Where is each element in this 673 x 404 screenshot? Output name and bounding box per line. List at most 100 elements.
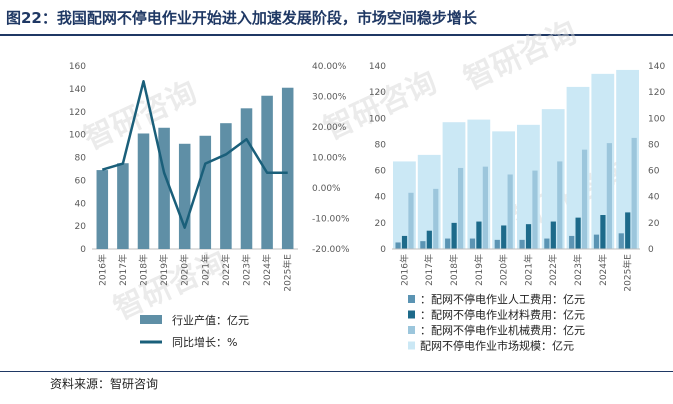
- legend-label-growth: 同比增长：%: [172, 335, 237, 349]
- labor-bar: [544, 238, 550, 249]
- right-y-tick: 10.00%: [312, 154, 347, 164]
- right-y-tick: 30.00%: [312, 93, 347, 103]
- output-bar: [281, 87, 294, 249]
- labor-bar: [445, 238, 451, 249]
- material-bar: [426, 230, 432, 249]
- material-bar: [451, 222, 457, 249]
- output-bar: [96, 170, 109, 249]
- left-y-tick: 100: [69, 131, 86, 141]
- left-y-tick: 0: [80, 245, 86, 255]
- material-bar: [625, 212, 631, 249]
- output-bar: [240, 108, 253, 249]
- x-category-label: 2016年: [96, 254, 108, 286]
- right-y-tick: 20: [648, 219, 660, 229]
- legend-swatch-market: [408, 341, 415, 350]
- right-y-tick: 0: [648, 245, 654, 255]
- growth-line: [101, 80, 288, 229]
- left-y-tick: 100: [369, 114, 386, 124]
- right-y-tick: -20.00%: [312, 245, 350, 255]
- output-bar: [220, 123, 232, 249]
- x-category-label: 2020年: [498, 254, 510, 286]
- left-y-tick: 120: [69, 108, 86, 118]
- footer-divider: [0, 371, 673, 372]
- machinery-bar: [557, 161, 563, 249]
- machinery-bar: [606, 143, 612, 249]
- legend-label-labor: ：配网不停电作业人工费用：亿元: [420, 292, 585, 306]
- left-y-tick: 140: [369, 62, 386, 72]
- left-y-tick: 160: [69, 62, 86, 72]
- right-y-tick: -10.00%: [312, 215, 350, 225]
- x-category-label: 2020年: [179, 254, 191, 286]
- title-divider: [0, 34, 673, 36]
- right-y-tick: 80: [648, 140, 660, 150]
- right-y-tick: 0.00%: [312, 184, 341, 194]
- right-y-tick: 40: [648, 193, 660, 203]
- x-category-label: 2025年E: [622, 254, 634, 292]
- x-category-label: 2018年: [448, 254, 460, 286]
- machinery-bar: [482, 166, 488, 249]
- left-chart: 0 20 40 60 80 100 120 140 160 -20.00% -10.00% 0.00%…: [69, 62, 350, 349]
- machinery-bar: [507, 174, 513, 249]
- left-y-tick: 60: [375, 167, 387, 177]
- labor-bar: [519, 239, 525, 249]
- legend-label-output: 行业产值：亿元: [172, 313, 249, 327]
- labor-bar: [420, 241, 426, 249]
- x-category-label: 2025年E: [282, 254, 294, 292]
- output-bar: [117, 163, 129, 249]
- x-category-label: 2018年: [138, 254, 150, 286]
- legend-label-machinery: ：配网不停电作业机械费用：亿元: [420, 323, 585, 337]
- left-y-tick: 120: [369, 88, 386, 98]
- material-bar: [401, 235, 408, 249]
- left-y-tick: 20: [375, 219, 387, 229]
- right-y-tick: 120: [648, 88, 665, 98]
- left-y-tick: 60: [75, 176, 87, 186]
- labor-bar: [569, 235, 575, 249]
- output-bar: [199, 135, 212, 249]
- labor-bar: [618, 233, 624, 249]
- material-bar: [501, 225, 507, 249]
- left-y-tick: 20: [75, 222, 87, 232]
- machinery-bar: [457, 167, 464, 249]
- left-y-tick: 0: [380, 245, 386, 255]
- right-y-tick: 100: [648, 114, 665, 124]
- legend-swatch-output: [140, 315, 162, 324]
- left-y-tick: 80: [75, 154, 87, 164]
- legend-swatch-labor: [408, 295, 415, 303]
- right-chart: 0 20 40 60 80 100 120 140 0 20 40 60 80 100 120 140 2016…: [369, 62, 666, 353]
- left-y-tick: 80: [375, 140, 387, 150]
- x-category-label: 2023年: [572, 254, 584, 286]
- x-category-label: 2024年: [597, 254, 609, 286]
- legend-label-market: 配网不停电作业市场规模：亿元: [420, 339, 574, 353]
- left-y-tick: 140: [69, 85, 86, 95]
- legend-label-material: ：配网不停电作业材料费用：亿元: [420, 308, 585, 322]
- output-bar: [158, 127, 170, 249]
- x-category-label: 2024年: [261, 254, 273, 286]
- machinery-bar: [433, 188, 439, 249]
- x-category-label: 2016年: [398, 254, 410, 286]
- labor-bar: [395, 242, 401, 249]
- right-y-tick: 20.00%: [312, 123, 347, 133]
- left-y-tick: 40: [75, 199, 87, 209]
- output-bar: [137, 133, 150, 249]
- machinery-bar: [408, 192, 414, 249]
- machinery-bar: [581, 149, 588, 249]
- labor-bar: [469, 238, 476, 249]
- x-category-label: 2023年: [241, 254, 253, 286]
- right-y-tick: 40.00%: [312, 62, 347, 72]
- right-y-tick: 60: [648, 167, 660, 177]
- x-category-label: 2019年: [158, 254, 170, 286]
- legend-swatch-material: [408, 310, 415, 319]
- material-bar: [575, 217, 581, 249]
- x-category-label: 2021年: [522, 254, 534, 286]
- material-bar: [600, 215, 606, 249]
- x-category-label: 2017年: [117, 254, 129, 286]
- labor-bar: [593, 234, 600, 249]
- machinery-bar: [631, 137, 637, 249]
- legend-swatch-machinery: [408, 326, 415, 334]
- right-y-tick: 140: [648, 62, 665, 72]
- left-y-tick: 40: [375, 193, 387, 203]
- source-note: 资料来源：智研咨询: [50, 377, 159, 391]
- x-category-label: 2021年: [199, 254, 211, 286]
- output-bar: [178, 143, 191, 249]
